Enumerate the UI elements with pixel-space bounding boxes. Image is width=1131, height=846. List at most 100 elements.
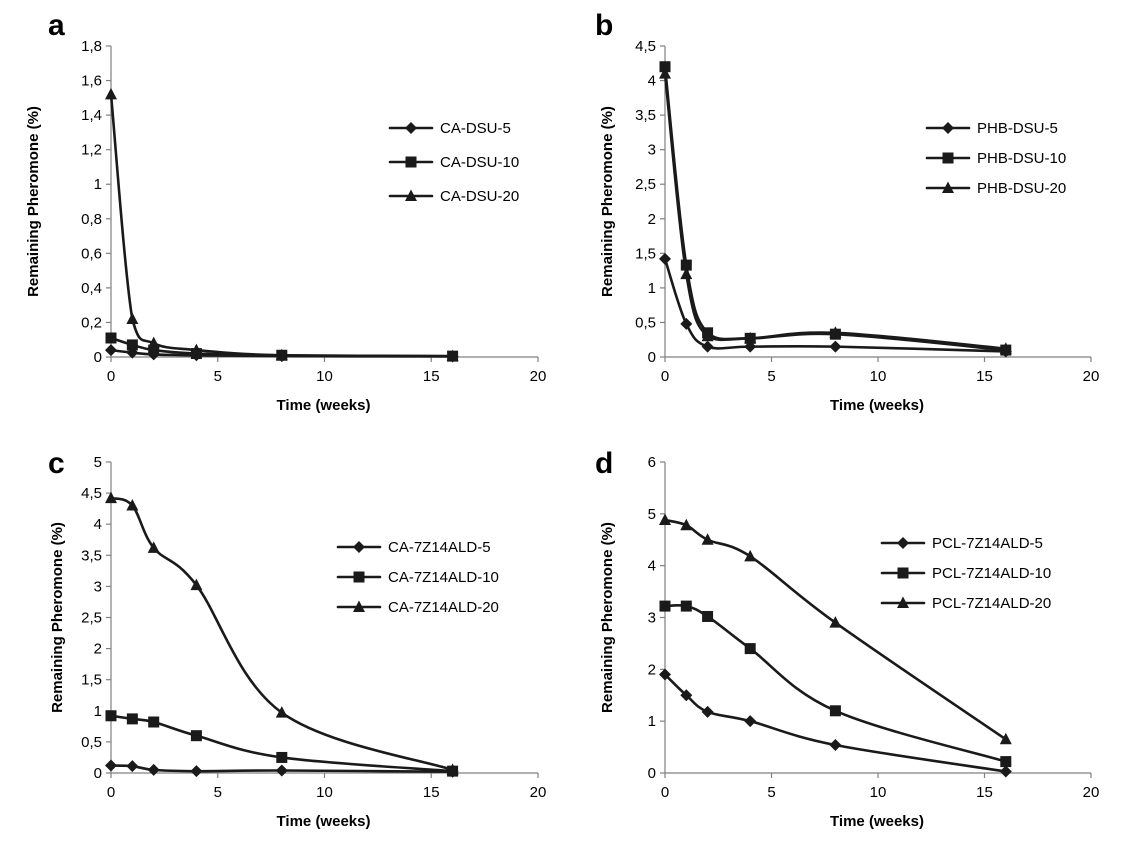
x-tick-label: 5 <box>214 784 222 801</box>
data-point-triangle <box>275 706 288 718</box>
legend-label: PCL-7Z14ALD-20 <box>932 595 1051 612</box>
chart-panel-b: b 0 0,5 1 1,5 2 2,5 3 3,5 4 4,5 0 5 10 15 20 Time (weeks… <box>595 9 1099 414</box>
data-point-diamond <box>147 763 160 776</box>
series-line <box>663 673 1008 773</box>
data-point-diamond <box>126 760 139 773</box>
legend-entry: CA-DSU-10 <box>388 154 519 171</box>
data-point-triangle <box>829 326 842 338</box>
y-tick-label: 0,5 <box>81 734 102 751</box>
legend-entry: CA-DSU-20 <box>388 188 519 205</box>
x-tick-label: 15 <box>976 784 993 801</box>
y-axis-title: Remaining Pheromone (%) <box>25 106 42 297</box>
data-point-square <box>126 713 138 725</box>
y-tick-label: 2 <box>648 661 656 678</box>
y-tick-label: 3,5 <box>81 547 102 564</box>
panel-letter: c <box>48 447 65 480</box>
data-point-diamond <box>829 340 842 353</box>
legend-entry: CA-7Z14ALD-20 <box>336 599 499 616</box>
x-tick-label: 5 <box>767 784 775 801</box>
legend-entry: PHB-DSU-20 <box>925 180 1066 197</box>
data-point-triangle <box>275 348 288 361</box>
x-tick-label: 20 <box>1083 368 1100 385</box>
legend-entry: PCL-7Z14ALD-10 <box>880 565 1051 582</box>
legend-marker <box>897 567 909 579</box>
data-point-square <box>105 332 117 344</box>
y-axis-title: Remaining Pheromone (%) <box>49 522 66 713</box>
data-point-triangle <box>105 491 117 504</box>
x-axis-title: Time (weeks) <box>830 813 924 830</box>
data-point-diamond <box>659 668 671 681</box>
y-tick-label: 1 <box>94 176 102 193</box>
y-tick-label: 5 <box>94 454 102 471</box>
data-point-triangle <box>701 329 714 342</box>
x-axis-title: Time (weeks) <box>277 813 371 830</box>
data-point-diamond <box>701 340 714 353</box>
y-tick-label: 0,8 <box>81 211 102 228</box>
x-tick-label: 0 <box>107 368 115 385</box>
panel-letter: b <box>595 9 613 42</box>
series-PCL-7Z14ALD-5 <box>659 668 1012 778</box>
series-line <box>109 93 454 358</box>
chart-panel-c: c 0 0,5 1 1,5 2 2,5 3 3,5 4 4,5 5 0 5 10 15 20 Time (week… <box>48 447 546 830</box>
series-PCL-7Z14ALD-20 <box>659 513 1012 745</box>
data-point-triangle <box>744 331 757 344</box>
data-point-square <box>276 751 288 763</box>
y-axis-title: Remaining Pheromone (%) <box>599 106 616 297</box>
legend-marker <box>942 152 954 164</box>
data-point-square <box>148 716 160 728</box>
legend-label: CA-7Z14ALD-20 <box>388 599 499 616</box>
chart-panel-d: d 0 1 2 3 4 5 6 0 5 10 15 20 Time (weeks) Remaining Ph… <box>595 447 1099 830</box>
panel-letter: d <box>595 447 613 480</box>
data-point-square <box>680 600 692 612</box>
series-CA-DSU-20 <box>105 87 459 362</box>
data-point-triangle <box>126 499 139 511</box>
data-point-square <box>126 339 138 351</box>
y-tick-label: 3 <box>648 610 656 627</box>
panel-letter: a <box>48 9 65 42</box>
x-tick-label: 10 <box>870 784 887 801</box>
legend-marker <box>405 122 417 134</box>
data-point-square <box>744 643 756 655</box>
data-point-diamond <box>275 764 288 777</box>
data-point-square <box>680 259 692 271</box>
legend-label: PHB-DSU-20 <box>977 180 1066 197</box>
legend-label: CA-DSU-5 <box>440 120 511 137</box>
y-tick-label: 4 <box>648 73 656 90</box>
data-point-diamond <box>680 317 693 330</box>
legend-entry: CA-7Z14ALD-10 <box>336 569 499 586</box>
legend-entry: CA-7Z14ALD-5 <box>336 539 491 556</box>
legend-label: PCL-7Z14ALD-5 <box>932 535 1043 552</box>
legend-label: CA-DSU-10 <box>440 154 519 171</box>
y-tick-label: 5 <box>648 506 656 523</box>
legend-label: PHB-DSU-5 <box>977 120 1058 137</box>
y-tick-label: 0,2 <box>81 314 102 331</box>
y-tick-label: 0 <box>94 349 102 366</box>
x-tick-label: 5 <box>767 368 775 385</box>
x-tick-label: 10 <box>316 368 333 385</box>
legend-marker <box>942 181 954 193</box>
data-point-triangle <box>680 518 693 531</box>
legend-entry: PCL-7Z14ALD-5 <box>880 535 1043 552</box>
y-tick-label: 1,5 <box>635 245 656 262</box>
data-point-triangle <box>147 336 160 349</box>
data-point-triangle <box>999 342 1012 354</box>
x-axis-title: Time (weeks) <box>277 397 371 414</box>
y-tick-label: 1,2 <box>81 142 102 159</box>
data-point-triangle <box>659 67 671 79</box>
data-point-triangle <box>105 87 117 100</box>
data-point-square <box>659 61 671 73</box>
data-point-diamond <box>659 252 671 265</box>
series-PHB-DSU-5 <box>659 252 1012 358</box>
data-point-triangle <box>147 541 160 553</box>
x-axis-title: Time (weeks) <box>830 397 924 414</box>
data-point-diamond <box>744 715 757 728</box>
legend-label: CA-7Z14ALD-10 <box>388 569 499 586</box>
x-tick-label: 5 <box>214 368 222 385</box>
x-tick-label: 15 <box>976 368 993 385</box>
data-point-triangle <box>659 513 671 526</box>
x-tick-label: 10 <box>870 368 887 385</box>
series-line <box>663 603 1008 763</box>
data-point-triangle <box>446 763 459 775</box>
x-tick-label: 10 <box>316 784 333 801</box>
legend-marker <box>353 541 365 553</box>
